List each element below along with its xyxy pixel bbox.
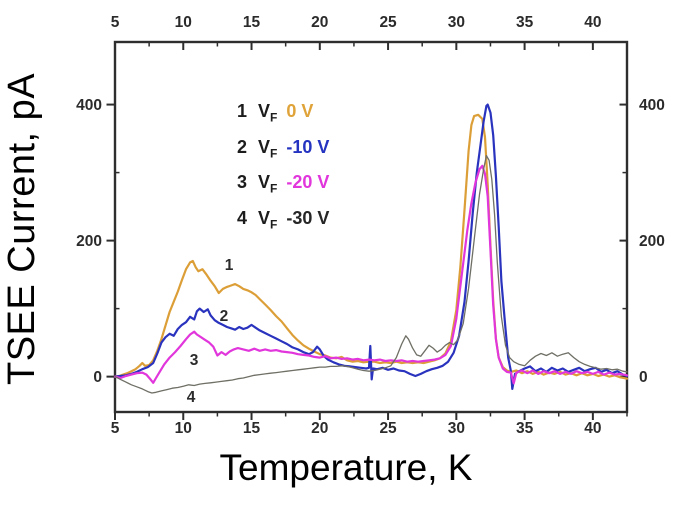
y-axis-tick-labels: 0 0 200 200 400 400 <box>76 97 665 386</box>
svg-text:200: 200 <box>639 233 665 250</box>
svg-text:30: 30 <box>448 14 465 31</box>
svg-text:20: 20 <box>311 420 328 437</box>
legend-variable: VF <box>258 207 278 232</box>
legend-variable: VF <box>258 101 278 125</box>
svg-text:15: 15 <box>243 14 261 31</box>
curve-label-3: 3 <box>190 352 199 369</box>
svg-text:5: 5 <box>111 420 120 437</box>
legend-index: 3 <box>237 172 248 193</box>
legend-index: 1 <box>237 101 248 121</box>
legend-entry-4: 4 VF -30 V <box>237 208 329 235</box>
svg-text:25: 25 <box>379 420 397 437</box>
svg-text:5: 5 <box>111 14 120 31</box>
legend-index: 4 <box>237 207 248 228</box>
svg-text:25: 25 <box>379 14 397 31</box>
legend: 1 VF 0 V 2 VF -10 V 3 VF -20 V 4 VF -30 V <box>237 101 329 243</box>
svg-text:20: 20 <box>311 14 328 31</box>
x-axis-title: Temperature, K <box>219 447 473 488</box>
legend-variable: VF <box>258 172 278 196</box>
svg-text:400: 400 <box>76 97 102 114</box>
plot-frame <box>113 40 629 414</box>
legend-variable: VF <box>258 136 278 161</box>
svg-text:35: 35 <box>516 420 534 437</box>
svg-text:30: 30 <box>448 420 465 437</box>
svg-text:15: 15 <box>243 420 261 437</box>
svg-text:400: 400 <box>639 97 665 114</box>
svg-text:200: 200 <box>76 233 102 250</box>
y-axis-ticks <box>106 103 627 378</box>
x-axis-ticks <box>114 42 628 420</box>
curve-label-4: 4 <box>187 389 196 406</box>
series-line-2 <box>113 103 629 390</box>
curve-label-2: 2 <box>220 308 229 325</box>
legend-value: -20 V <box>286 172 330 193</box>
legend-value: 0 V <box>286 101 314 121</box>
svg-text:35: 35 <box>516 14 534 31</box>
legend-entry-3: 3 VF -20 V <box>237 172 329 199</box>
svg-text:10: 10 <box>175 14 192 31</box>
series-line-3 <box>113 164 629 385</box>
x-axis-tick-labels: 5 5 10 10 15 15 20 20 25 25 30 30 35 35 40 40 <box>111 14 602 437</box>
curve-label-1: 1 <box>225 257 234 274</box>
legend-entry-2: 2 VF -10 V <box>237 137 329 164</box>
y-axis-title: TSEE Current, pA <box>1 72 43 386</box>
series-line-1 <box>113 113 629 380</box>
legend-index: 2 <box>237 136 248 157</box>
svg-text:10: 10 <box>175 420 192 437</box>
legend-entry-1: 1 VF 0 V <box>237 101 329 128</box>
series-line-4 <box>114 154 628 394</box>
legend-value: -30 V <box>286 207 330 228</box>
legend-value: -10 V <box>286 136 330 157</box>
svg-text:40: 40 <box>584 14 601 31</box>
svg-text:0: 0 <box>639 369 648 386</box>
svg-text:0: 0 <box>93 369 102 386</box>
svg-text:40: 40 <box>584 420 601 437</box>
